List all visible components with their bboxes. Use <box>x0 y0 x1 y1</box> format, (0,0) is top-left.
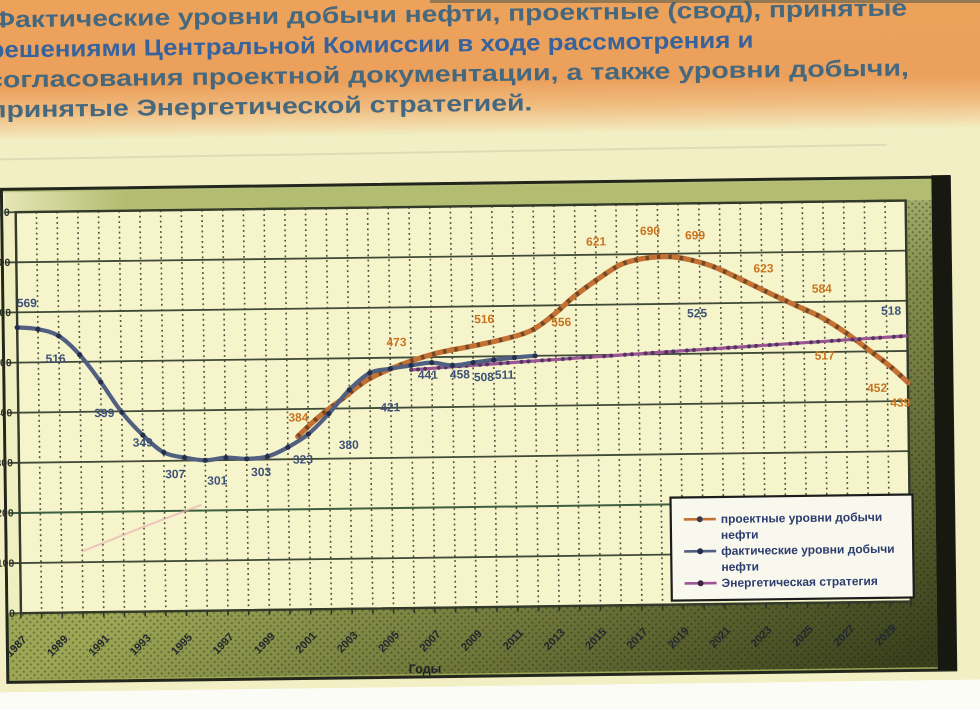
svg-text:584: 584 <box>812 282 833 296</box>
svg-text:323: 323 <box>293 452 314 466</box>
svg-text:100: 100 <box>0 558 15 570</box>
svg-text:349: 349 <box>133 435 154 449</box>
svg-text:380: 380 <box>339 438 360 452</box>
svg-text:0: 0 <box>9 608 15 620</box>
svg-text:301: 301 <box>207 473 228 487</box>
svg-text:516: 516 <box>474 312 495 326</box>
svg-text:600: 600 <box>0 307 11 319</box>
svg-text:556: 556 <box>551 315 572 329</box>
svg-text:307: 307 <box>165 467 186 481</box>
svg-text:441: 441 <box>418 368 439 382</box>
svg-text:458: 458 <box>450 367 471 381</box>
svg-text:Энергетическая стратегия: Энергетическая стратегия <box>722 574 878 590</box>
svg-text:525: 525 <box>687 306 708 320</box>
svg-text:473: 473 <box>386 335 407 349</box>
svg-text:800: 800 <box>0 207 10 219</box>
svg-text:452: 452 <box>867 381 888 395</box>
svg-text:проектные уровни добычи: проектные уровни добычи <box>721 510 883 526</box>
svg-text:690: 690 <box>640 224 661 238</box>
svg-text:200: 200 <box>0 507 14 519</box>
svg-text:700: 700 <box>0 257 11 269</box>
svg-text:699: 699 <box>685 228 706 242</box>
svg-text:300: 300 <box>0 457 13 469</box>
svg-text:518: 518 <box>881 304 902 318</box>
svg-text:511: 511 <box>495 368 515 382</box>
svg-text:384: 384 <box>288 410 309 424</box>
svg-text:нефти: нефти <box>721 527 759 541</box>
svg-text:303: 303 <box>251 465 272 479</box>
svg-text:621: 621 <box>586 234 607 248</box>
svg-text:500: 500 <box>0 357 12 369</box>
svg-text:Годы: Годы <box>409 662 442 676</box>
svg-text:516: 516 <box>46 352 67 366</box>
svg-text:400: 400 <box>0 407 13 419</box>
svg-text:421: 421 <box>380 400 401 414</box>
svg-text:439: 439 <box>890 395 911 409</box>
svg-text:нефти: нефти <box>721 559 759 573</box>
svg-text:фактические уровни добычи: фактические уровни добычи <box>721 542 895 558</box>
svg-text:623: 623 <box>753 261 774 275</box>
svg-text:569: 569 <box>17 296 38 310</box>
svg-text:517: 517 <box>815 348 836 362</box>
svg-text:399: 399 <box>94 406 115 420</box>
svg-text:508: 508 <box>474 370 495 384</box>
